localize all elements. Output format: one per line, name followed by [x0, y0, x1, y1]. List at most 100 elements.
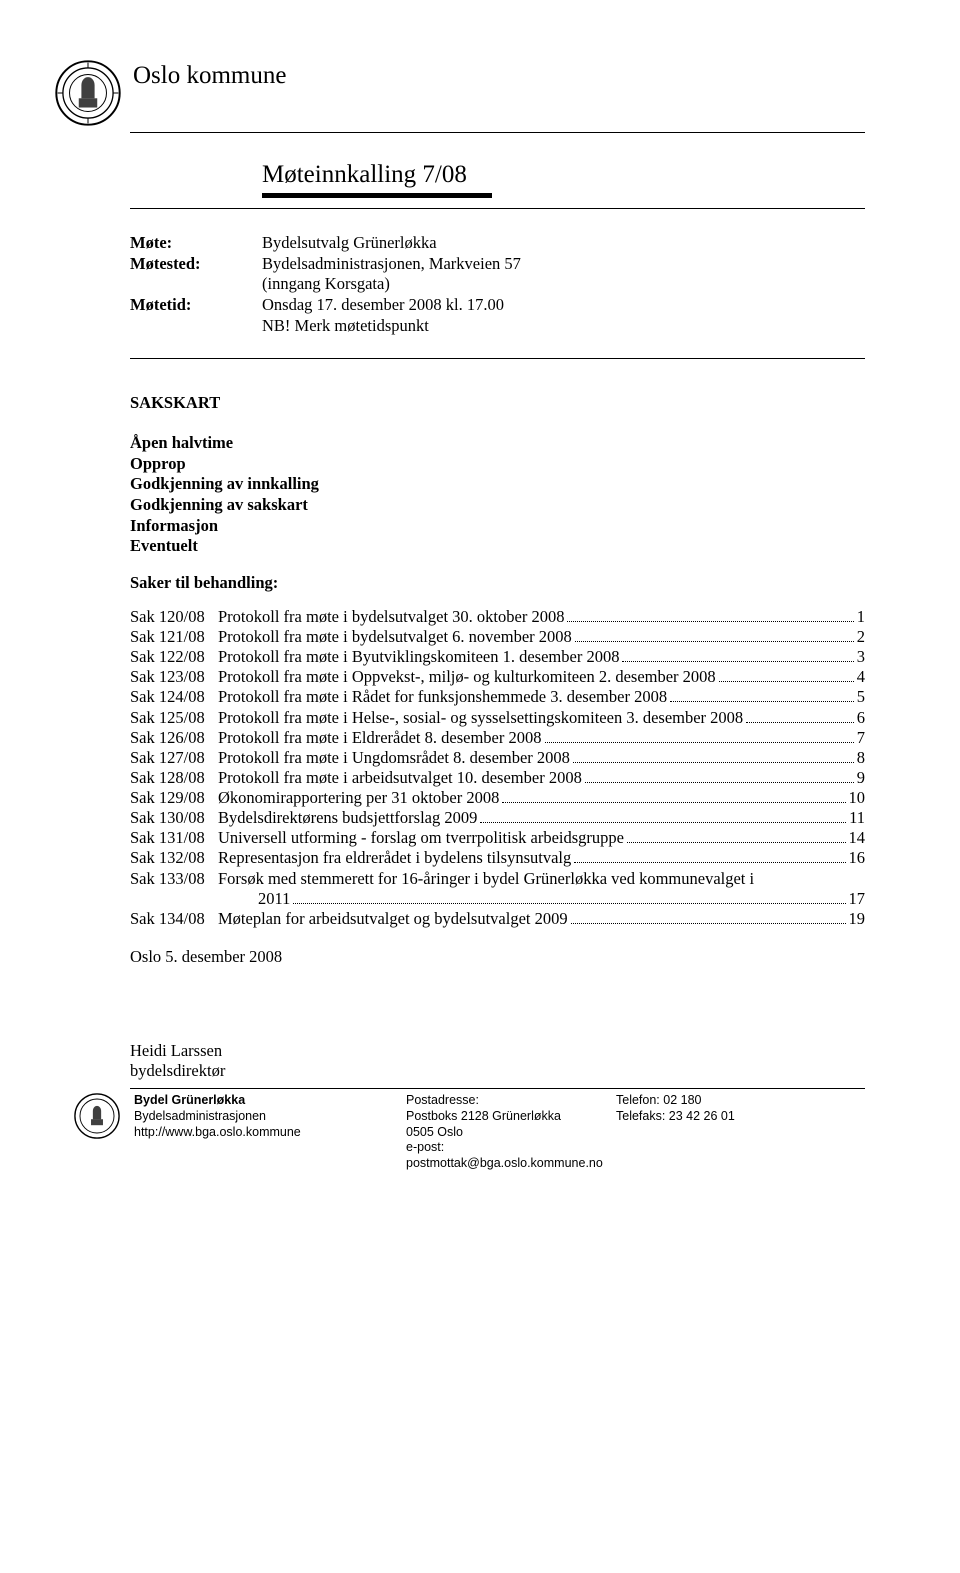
pre-agenda-list: Åpen halvtimeOppropGodkjenning av innkal…: [130, 433, 865, 557]
footer: Bydel Grünerløkka Bydelsadministrasjonen…: [130, 1093, 865, 1171]
meta-label: [130, 316, 262, 337]
footer-sender-url: http://www.bga.oslo.kommune: [134, 1125, 406, 1141]
toc-leader: [575, 641, 854, 642]
sak-page: 7: [857, 728, 865, 748]
sak-page: 16: [849, 848, 866, 868]
sak-page: 8: [857, 748, 865, 768]
sak-page: 5: [857, 687, 865, 707]
sak-id: Sak 127/08: [130, 748, 218, 768]
toc-leader: [293, 903, 845, 904]
sak-page: 19: [849, 909, 866, 929]
meta-value: Onsdag 17. desember 2008 kl. 17.00: [262, 295, 865, 316]
oslo-seal-icon: [55, 60, 121, 126]
meta-value: Bydelsadministrasjonen, Markveien 57: [262, 254, 865, 275]
meta-label: Møtetid:: [130, 295, 262, 316]
sak-page: 4: [857, 667, 865, 687]
sak-id: Sak 122/08: [130, 647, 218, 667]
sak-title: 2011: [218, 889, 290, 909]
sak-id: Sak 134/08: [130, 909, 218, 929]
sak-page: 9: [857, 768, 865, 788]
sak-page: 6: [857, 708, 865, 728]
footer-sender-dept: Bydelsadministrasjonen: [134, 1109, 406, 1125]
sak-id: Sak 133/08: [130, 869, 218, 889]
footer-phone: Telefon: 02 180: [616, 1093, 865, 1109]
toc-leader: [502, 802, 845, 803]
sak-title: Representasjon fra eldrerådet i bydelens…: [218, 848, 571, 868]
sak-line: Sak 132/08Representasjon fra eldrerådet …: [130, 848, 865, 868]
sak-title: Protokoll fra møte i Byutviklingskomitee…: [218, 647, 619, 667]
sak-page: 17: [849, 889, 866, 909]
agenda-item: Informasjon: [130, 516, 865, 537]
sak-line: Sak 123/08Protokoll fra møte i Oppvekst-…: [130, 667, 865, 687]
toc-leader: [573, 762, 854, 763]
sak-page: 2: [857, 627, 865, 647]
footer-rule: [130, 1088, 865, 1089]
document-title: Møteinnkalling 7/08: [262, 161, 865, 189]
meta-label: [130, 274, 262, 295]
sak-id: Sak 129/08: [130, 788, 218, 808]
org-name: Oslo kommune: [133, 62, 286, 90]
toc-leader: [746, 722, 854, 723]
sak-id: Sak 121/08: [130, 627, 218, 647]
sak-line: Sak 126/08Protokoll fra møte i Eldreråde…: [130, 728, 865, 748]
toc-leader: [627, 842, 846, 843]
title-section-rule: [130, 208, 865, 209]
agenda-item: Opprop: [130, 454, 865, 475]
meta-rule: [130, 358, 865, 359]
sak-id: Sak 126/08: [130, 728, 218, 748]
sak-line: Sak 134/08Møteplan for arbeidsutvalget o…: [130, 909, 865, 929]
sak-title: Protokoll fra møte i Rådet for funksjons…: [218, 687, 667, 707]
sak-id: Sak 128/08: [130, 768, 218, 788]
sak-title: Økonomirapportering per 31 oktober 2008: [218, 788, 499, 808]
sak-line: Sak 131/08Universell utforming - forslag…: [130, 828, 865, 848]
sak-title: Møteplan for arbeidsutvalget og bydelsut…: [218, 909, 568, 929]
toc-leader: [567, 621, 853, 622]
sak-page: 1: [857, 607, 865, 627]
sak-line: Sak 127/08Protokoll fra møte i Ungdomsrå…: [130, 748, 865, 768]
footer-address-line: Postboks 2128 Grünerløkka: [406, 1109, 616, 1125]
footer-fax: Telefaks: 23 42 26 01: [616, 1109, 865, 1125]
sakskart-heading: SAKSKART: [130, 393, 865, 413]
sak-title: Protokoll fra møte i Oppvekst-, miljø- o…: [218, 667, 716, 687]
sak-line: Sak 133/08Forsøk med stemmerett for 16-å…: [130, 869, 865, 889]
sak-page: 11: [849, 808, 865, 828]
signatory-role: bydelsdirektør: [130, 1061, 865, 1081]
signatory-name: Heidi Larssen: [130, 1041, 865, 1061]
sak-title: Protokoll fra møte i Helse-, sosial- og …: [218, 708, 743, 728]
footer-address-city: 0505 Oslo: [406, 1125, 616, 1141]
sak-list: Sak 120/08Protokoll fra møte i bydelsutv…: [130, 607, 865, 929]
sak-title: Protokoll fra møte i arbeidsutvalget 10.…: [218, 768, 582, 788]
footer-col-address: Postadresse: Postboks 2128 Grünerløkka 0…: [406, 1093, 616, 1171]
sak-line: Sak 129/08Økonomirapportering per 31 okt…: [130, 788, 865, 808]
toc-leader: [670, 701, 854, 702]
toc-leader: [480, 822, 846, 823]
sak-title: Protokoll fra møte i bydelsutvalget 30. …: [218, 607, 564, 627]
sak-line: Sak 120/08Protokoll fra møte i bydelsutv…: [130, 607, 865, 627]
agenda-item: Godkjenning av innkalling: [130, 474, 865, 495]
sak-title: Protokoll fra møte i Eldrerådet 8. desem…: [218, 728, 542, 748]
agenda-item: Åpen halvtime: [130, 433, 865, 454]
toc-leader: [622, 661, 853, 662]
sak-id: Sak 123/08: [130, 667, 218, 687]
signatory-block: Heidi Larssen bydelsdirektør: [130, 1041, 865, 1081]
sak-id: Sak 125/08: [130, 708, 218, 728]
meeting-meta: Møte:Bydelsutvalg GrünerløkkaMøtested:By…: [130, 233, 865, 336]
sak-line: 2011 17: [130, 889, 865, 909]
sak-line: Sak 124/08Protokoll fra møte i Rådet for…: [130, 687, 865, 707]
meta-label: Møte:: [130, 233, 262, 254]
sak-title: Protokoll fra møte i bydelsutvalget 6. n…: [218, 627, 572, 647]
meta-value: Bydelsutvalg Grünerløkka: [262, 233, 865, 254]
agenda-item: Godkjenning av sakskart: [130, 495, 865, 516]
footer-col-sender: Bydel Grünerløkka Bydelsadministrasjonen…: [134, 1093, 406, 1171]
sak-title: Forsøk med stemmerett for 16-åringer i b…: [218, 869, 754, 889]
document-date: Oslo 5. desember 2008: [130, 947, 865, 967]
sak-page: 3: [857, 647, 865, 667]
meta-value: NB! Merk møtetidspunkt: [262, 316, 865, 337]
toc-leader: [585, 782, 854, 783]
meta-value: (inngang Korsgata): [262, 274, 865, 295]
agenda-item: Eventuelt: [130, 536, 865, 557]
sak-line: Sak 125/08Protokoll fra møte i Helse-, s…: [130, 708, 865, 728]
toc-leader: [545, 742, 854, 743]
footer-email: e-post: postmottak@bga.oslo.kommune.no: [406, 1140, 616, 1171]
toc-leader: [574, 862, 845, 863]
